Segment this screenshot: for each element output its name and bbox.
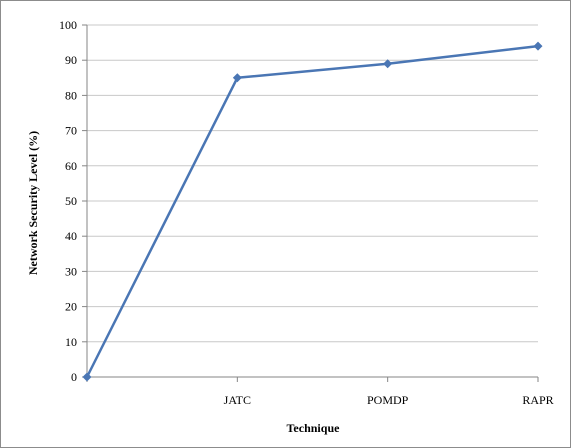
data-point-rapr (533, 41, 543, 51)
data-point-origin (82, 372, 92, 382)
y-tick-label: 50 (65, 194, 77, 208)
y-tick-label: 70 (65, 124, 77, 138)
x-tick-label: POMDP (367, 393, 409, 407)
series-line (85, 44, 539, 378)
gridlines (87, 24, 538, 343)
y-tick-label: 40 (65, 229, 77, 243)
axes (82, 24, 539, 382)
y-tick-label: 20 (65, 300, 77, 314)
data-point-pomdp (383, 59, 393, 69)
y-axis-title: Network Security Level (%) (26, 131, 40, 275)
y-tick-label: 60 (65, 159, 77, 173)
x-tick-labels: JATC POMDP RAPR (224, 393, 554, 407)
y-tick-label: 80 (65, 88, 77, 102)
y-tick-labels: 0 10 20 30 40 50 60 70 80 90 100 (59, 18, 77, 384)
y-tick-label: 100 (59, 18, 77, 32)
x-axis-title: Technique (287, 421, 341, 435)
x-tick-label: RAPR (522, 393, 553, 407)
y-tick-label: 90 (65, 53, 77, 67)
x-tick-label: JATC (224, 393, 251, 407)
y-tick-label: 0 (71, 370, 77, 384)
y-tick-label: 30 (65, 264, 77, 278)
data-point-jatc (232, 73, 242, 83)
series (82, 41, 543, 382)
y-tick-label: 10 (65, 335, 77, 349)
